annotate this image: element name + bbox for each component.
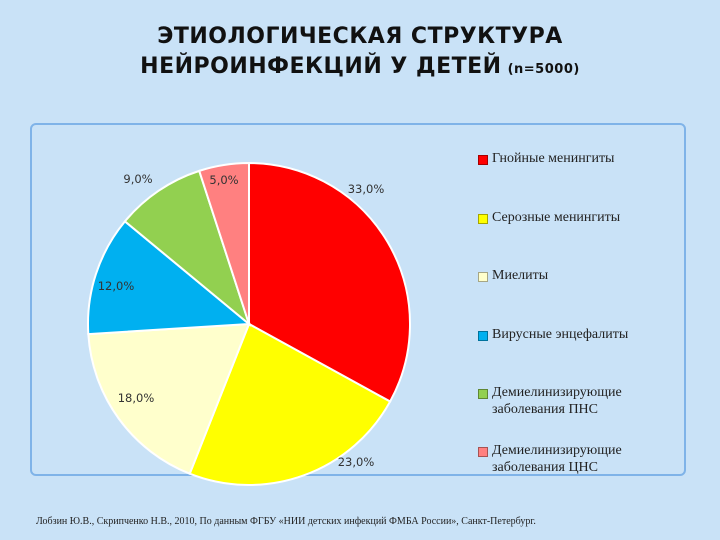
legend-label: Серозные менингиты: [492, 210, 621, 225]
legend-label: Гнойные менингиты: [492, 151, 615, 166]
legend-label: Вирусные энцефалиты: [492, 327, 629, 342]
pie-slice: [123, 169, 252, 327]
slice-value-label: 9,0%: [123, 172, 152, 186]
legend-label: Демиелинизирующие заболевания ЦНС: [492, 443, 622, 475]
source-note: Лобзин Ю.В., Скрипченко Н.В., 2010, По д…: [36, 516, 536, 527]
slice-value-label: 5,0%: [209, 173, 238, 187]
pie-slice: [248, 161, 411, 403]
slice-value-label: 12,0%: [98, 279, 135, 293]
legend-label: Миелиты: [492, 268, 549, 283]
legend-swatch: [478, 331, 488, 341]
legend-swatch: [478, 447, 488, 457]
slice-value-label: 23,0%: [338, 455, 375, 469]
slice-value-label: 33,0%: [348, 182, 385, 196]
chart-title: ЭТИОЛОГИЧЕСКАЯ СТРУКТУРА НЕЙРОИНФЕКЦИЙ У…: [0, 22, 720, 85]
legend-label: Демиелинизирующие заболевания ПНС: [492, 385, 622, 417]
title-line-1: ЭТИОЛОГИЧЕСКАЯ СТРУКТУРА: [157, 24, 563, 49]
legend-swatch: [478, 155, 488, 165]
legend-swatch: [478, 214, 488, 224]
pie-slice: [87, 219, 252, 336]
pie-slice: [197, 161, 250, 325]
legend-swatch: [478, 272, 488, 282]
pie-slice: [87, 322, 251, 475]
sample-size: (n=5000): [507, 62, 580, 77]
pie-slice: [188, 322, 392, 486]
title-line-2: НЕЙРОИНФЕКЦИЙ У ДЕТЕЙ (n=5000): [0, 52, 720, 85]
slice-value-label: 18,0%: [118, 391, 155, 405]
legend-swatch: [478, 389, 488, 399]
title-line-2-text: НЕЙРОИНФЕКЦИЙ У ДЕТЕЙ: [140, 54, 502, 79]
